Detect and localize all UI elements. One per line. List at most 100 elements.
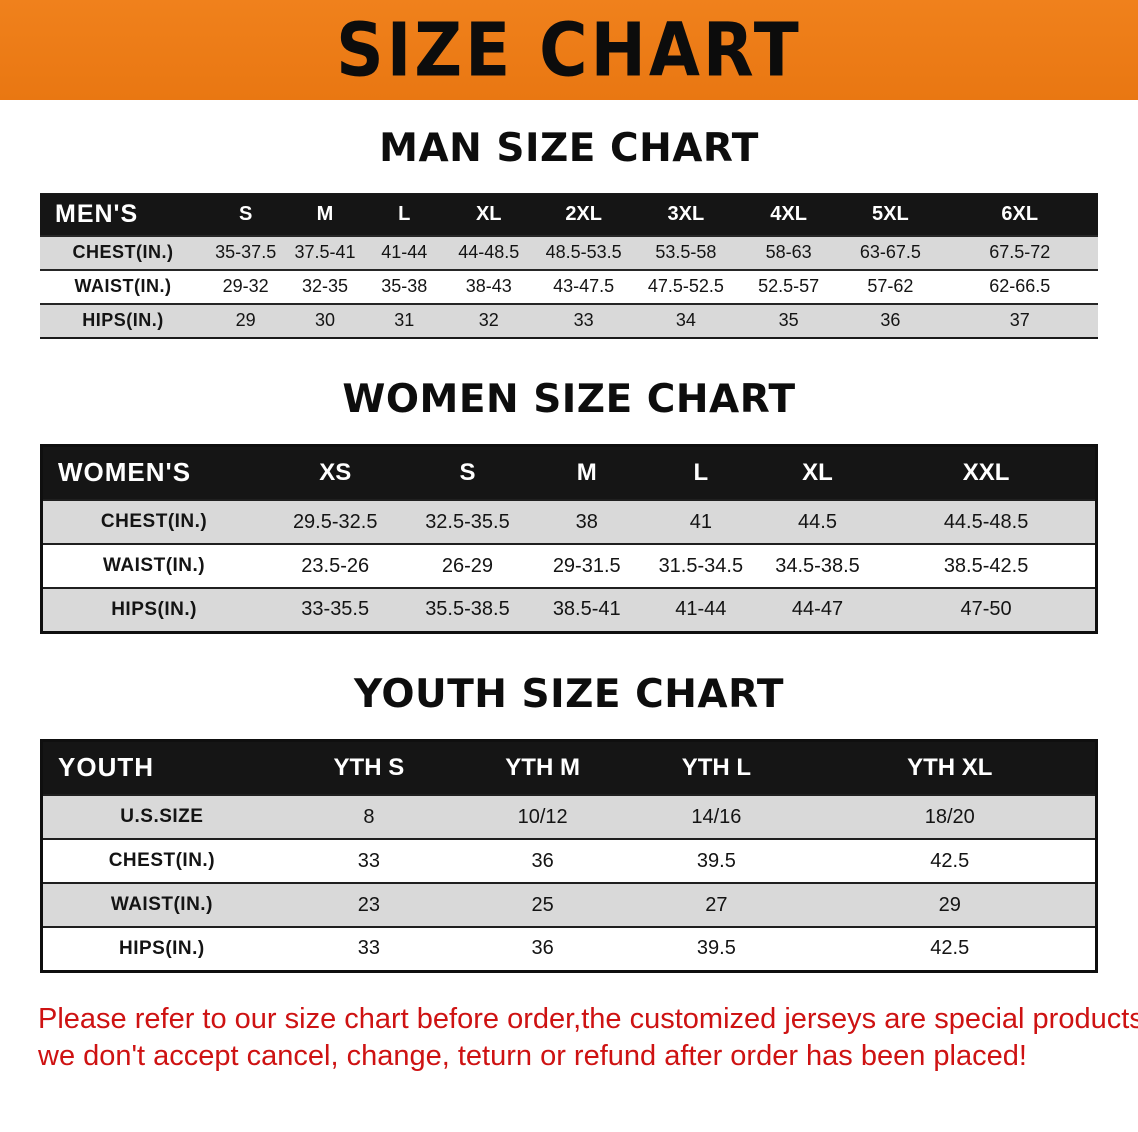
men-hips-in-xl: 32 (478, 310, 499, 330)
youth-chest-in-yth-l: 39.5 (696, 849, 736, 872)
youth-hips-in-yth-s: 33 (357, 937, 381, 960)
youth-row-label-hips-in: HIPS(IN.) (118, 937, 205, 959)
men-chest-in-xl: 44-48.5 (458, 242, 520, 262)
women-table-wrap: WOMEN'S XS S M L XL XXL CHEST(IN.) 29.5-32.5 32.5… (0, 443, 1138, 634)
women-hips-in-xl: 44-47 (791, 598, 844, 621)
women-row-label-waist-in: WAIST(IN.) (103, 555, 206, 576)
youth-chest-in-yth-xl: 42.5 (930, 849, 970, 872)
youth-table-wrap: YOUTH YTH S YTH M YTH L YTH XL U.S.SIZE 8 10/12… (0, 738, 1138, 973)
women-waist-in-s: 26-29 (441, 554, 494, 577)
men-row-hips-in: HIPS(IN.) 29 30 31 32 33 34 35 36 37 (40, 303, 1098, 338)
men-waist-in-xl: 38-43 (465, 276, 512, 296)
youth-col-yth-xl: YTH XL (907, 753, 993, 781)
men-chest-in-s: 35-37.5 (215, 242, 277, 262)
women-hips-in-l: 41-44 (675, 598, 727, 621)
youth-waist-in-yth-xl: 29 (938, 893, 961, 916)
banner: SIZE CHART (0, 0, 1138, 100)
youth-row-label-chest-in: CHEST(IN.) (108, 850, 216, 871)
youth-col-yth-m: YTH M (505, 753, 580, 781)
men-waist-in-4xl: 52.5-57 (758, 276, 820, 296)
youth-row-chest-in: CHEST(IN.) 33 36 39.5 42.5 (41, 839, 1097, 883)
page-title: SIZE CHART (336, 6, 802, 94)
women-size-table: WOMEN'S XS S M L XL XXL CHEST(IN.) 29.5-32.5 32.5… (40, 443, 1098, 634)
men-hips-in-3xl: 34 (675, 310, 696, 330)
women-col-l: L (693, 458, 709, 486)
women-row-hips-in: HIPS(IN.) 33-35.5 35.5-38.5 38.5-41 41-44 44-… (41, 588, 1097, 632)
men-header-row: MEN'S S M L XL 2XL 3XL 4XL 5XL 6XL (40, 193, 1098, 236)
men-waist-in-l: 35-38 (381, 276, 428, 296)
men-chest-in-l: 41-44 (381, 242, 428, 262)
men-waist-in-m: 32-35 (301, 276, 348, 296)
youth-header-row: YOUTH YTH S YTH M YTH L YTH XL (41, 740, 1097, 795)
men-waist-in-s: 29-32 (222, 276, 269, 296)
men-chest-in-5xl: 63-67.5 (859, 242, 921, 262)
women-col-xxl: XXL (962, 458, 1010, 486)
youth-row-label-u-s-size: U.S.SIZE (120, 806, 204, 827)
men-group-label: MEN'S (55, 199, 139, 228)
footer-disclaimer-line2: we don't accept cancel, change, teturn o… (38, 1040, 1027, 1073)
youth-u-s-size-yth-s: 8 (363, 805, 375, 828)
youth-u-s-size-yth-m: 10/12 (517, 805, 568, 828)
men-col-s: S (239, 202, 253, 225)
women-row-waist-in: WAIST(IN.) 23.5-26 26-29 29-31.5 31.5-34.5 34… (41, 544, 1097, 588)
men-table-wrap: MEN'S S M L XL 2XL 3XL 4XL 5XL 6XL CHEST(IN.) 35-37… (0, 193, 1138, 339)
youth-u-s-size-yth-l: 14/16 (691, 805, 742, 828)
men-col-xl: XL (475, 202, 502, 225)
women-col-xl: XL (802, 458, 833, 486)
men-waist-in-5xl: 57-62 (867, 276, 914, 296)
women-section-heading: WOMEN SIZE CHART (342, 376, 796, 422)
women-chest-in-s: 32.5-35.5 (425, 510, 510, 533)
youth-u-s-size-yth-xl: 18/20 (924, 805, 975, 828)
men-size-table: MEN'S S M L XL 2XL 3XL 4XL 5XL 6XL CHEST(IN.) 35-37… (40, 193, 1098, 339)
footer-disclaimer-line1: Please refer to our size chart before or… (38, 1002, 1138, 1035)
men-section-heading: MAN SIZE CHART (379, 126, 759, 171)
men-col-m: M (316, 202, 334, 225)
women-group-label: WOMEN'S (58, 457, 192, 488)
men-waist-in-6xl: 62-66.5 (989, 276, 1051, 296)
men-chest-in-3xl: 53.5-58 (655, 242, 717, 262)
women-waist-in-xxl: 38.5-42.5 (943, 554, 1029, 577)
men-chest-in-2xl: 48.5-53.5 (545, 242, 622, 262)
women-hips-in-m: 38.5-41 (552, 598, 621, 621)
men-row-waist-in: WAIST(IN.) 29-32 32-35 35-38 38-43 43-47.5 47.… (40, 269, 1098, 304)
women-chest-in-xs: 29.5-32.5 (292, 510, 378, 533)
women-chest-in-m: 38 (575, 510, 598, 533)
women-chest-in-xl: 44.5 (798, 510, 837, 533)
youth-hips-in-yth-m: 36 (531, 937, 554, 960)
youth-hips-in-yth-xl: 42.5 (930, 937, 970, 960)
women-chest-in-l: 41 (689, 510, 712, 533)
men-hips-in-s: 29 (235, 310, 256, 330)
women-col-xs: XS (319, 458, 352, 486)
women-waist-in-xs: 23.5-26 (301, 554, 370, 577)
youth-hips-in-yth-l: 39.5 (696, 937, 736, 960)
men-col-5xl: 5XL (872, 202, 909, 225)
youth-col-yth-l: YTH L (681, 753, 752, 781)
men-chest-in-m: 37.5-41 (294, 242, 356, 262)
youth-chest-in-yth-s: 33 (357, 849, 381, 872)
youth-waist-in-yth-s: 23 (357, 893, 381, 916)
men-hips-in-6xl: 37 (1009, 310, 1030, 330)
youth-row-waist-in: WAIST(IN.) 23 25 27 29 (41, 883, 1097, 927)
women-row-chest-in: CHEST(IN.) 29.5-32.5 32.5-35.5 38 41 44.5 44.5… (41, 500, 1097, 544)
men-row-label-hips-in: HIPS(IN.) (82, 310, 164, 330)
youth-col-yth-s: YTH S (333, 753, 405, 781)
men-col-6xl: 6XL (1001, 202, 1039, 225)
women-col-m: M (576, 458, 597, 486)
women-hips-in-xs: 33-35.5 (301, 598, 370, 621)
men-col-3xl: 3XL (667, 202, 705, 225)
men-col-4xl: 4XL (770, 202, 807, 225)
men-chest-in-4xl: 58-63 (765, 242, 812, 262)
men-waist-in-2xl: 43-47.5 (553, 276, 615, 296)
youth-group-label: YOUTH (58, 752, 154, 783)
youth-waist-in-yth-l: 27 (705, 893, 728, 916)
men-row-label-chest-in: CHEST(IN.) (72, 242, 174, 262)
men-hips-in-m: 30 (314, 310, 335, 330)
men-col-2xl: 2XL (565, 202, 602, 225)
youth-section-heading: YOUTH SIZE CHART (354, 671, 784, 717)
men-col-l: L (398, 202, 411, 225)
youth-size-table: YOUTH YTH S YTH M YTH L YTH XL U.S.SIZE 8 10/12… (40, 738, 1098, 973)
women-row-label-chest-in: CHEST(IN.) (100, 511, 208, 532)
men-chest-in-6xl: 67.5-72 (989, 242, 1051, 262)
women-header-row: WOMEN'S XS S M L XL XXL (41, 445, 1097, 500)
